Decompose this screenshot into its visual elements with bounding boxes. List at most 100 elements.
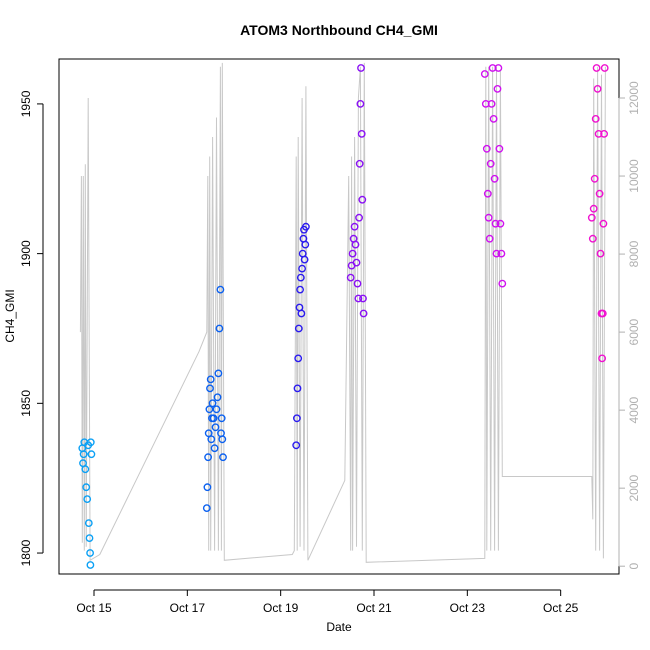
data-point [84,519,93,527]
series-1 [78,438,96,569]
data-point [590,174,599,183]
data-point [292,414,301,423]
data-point [491,219,500,228]
data-point [293,384,302,393]
data-point [83,495,92,503]
series-5 [480,64,507,288]
data-point [203,483,212,492]
data-point [495,144,504,153]
series-3 [292,222,310,450]
data-point [600,64,609,72]
data-point [489,115,498,123]
data-point [82,483,91,492]
data-point [359,309,368,318]
data-point [79,450,88,459]
data-point [209,414,218,423]
data-point [346,273,355,282]
data-point [357,64,365,72]
data-point [487,100,496,108]
data-point [496,219,505,228]
data-point [348,249,357,258]
data-point [355,213,363,222]
data-point [294,354,303,363]
data-point [296,285,304,294]
x-tick-label: Oct 17 [170,601,206,615]
data-point [591,115,600,123]
data-point [600,129,608,138]
data-point [215,324,224,333]
data-point [351,240,360,249]
data-point [353,279,362,288]
x-tick-label: Oct 25 [543,601,579,615]
data-point [300,255,309,264]
y2-tick-label: 2000 [627,474,641,501]
data-point [216,285,225,294]
y-tick-label: 1800 [19,539,33,566]
series-2 [202,285,227,512]
data-point [211,423,220,432]
data-point [214,369,223,378]
data-point [498,279,507,288]
data-point [219,453,227,462]
data-point [85,534,94,542]
data-point [217,414,226,423]
data-point [494,64,503,72]
x-axis: Oct 15 Oct 17 Oct 19 Oct 21 Oct 23 Oct 25 [76,589,579,615]
y2-tick-label: 12000 [627,81,641,115]
data-point [218,435,227,444]
y-axis-left: 1800 1850 1900 1950 [19,90,44,566]
chart-title: ATOM3 Northbound CH4_GMI [240,22,438,38]
data-point [497,249,506,258]
x-tick-label: Oct 23 [450,601,486,615]
data-point [296,273,305,282]
data-point [587,213,596,222]
data-point [213,393,222,402]
data-point [482,144,491,153]
data-point [356,100,365,108]
data-point [490,174,499,183]
y2-tick-label: 10000 [627,159,641,193]
y2-tick-label: 4000 [627,396,641,423]
data-point [357,129,366,138]
data-point [492,249,501,258]
data-point [593,85,602,93]
data-point [589,204,598,213]
data-point [594,129,603,138]
x-tick-label: Oct 15 [76,601,112,615]
data-point [204,453,213,462]
x-tick-label: Oct 19 [263,601,299,615]
y2-tick-label: 6000 [627,318,641,345]
data-point [483,189,492,198]
data-point [212,405,221,414]
data-point [297,309,306,318]
data-point [352,258,361,267]
data-point [598,309,607,318]
y-axis-label: CH4_GMI [3,289,17,342]
y-axis-right: 0 2000 4000 6000 8000 10000 12000 [618,81,641,570]
y-tick-label: 1950 [19,90,33,117]
data-point [206,384,214,393]
data-point [81,465,90,474]
data-point [205,405,214,414]
data-point [358,195,367,204]
data-point [206,375,215,384]
altitude-layer [79,62,606,563]
altitude-line [79,62,606,563]
data-point [87,450,96,459]
data-point [86,549,95,557]
data-point [480,70,489,78]
data-point [86,561,95,569]
data-point [354,294,363,303]
x-tick-label: Oct 21 [356,601,392,615]
data-point [484,213,493,222]
y2-tick-label: 8000 [627,240,641,267]
data-point [595,189,604,198]
data-point [599,219,608,228]
data-point [598,354,606,363]
data-point [301,240,310,249]
series-layer [78,64,609,569]
y-tick-label: 1850 [19,390,33,417]
data-point [292,441,301,450]
plot-frame [58,58,620,575]
data-point [210,444,219,453]
